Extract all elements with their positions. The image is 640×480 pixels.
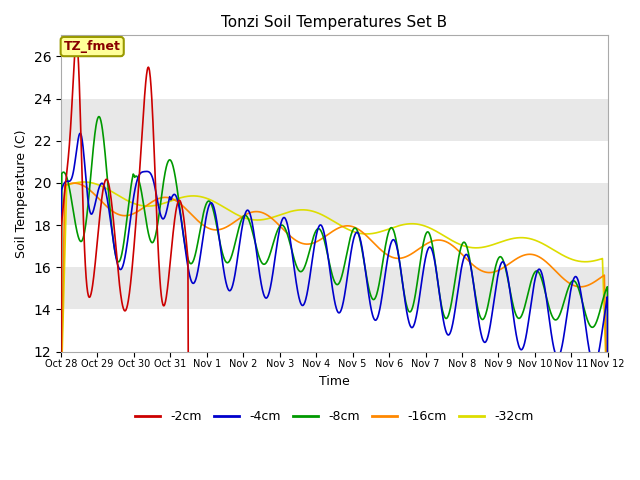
Title: Tonzi Soil Temperatures Set B: Tonzi Soil Temperatures Set B xyxy=(221,15,447,30)
Bar xyxy=(61,225,608,267)
Bar xyxy=(61,57,608,98)
X-axis label: Time: Time xyxy=(319,375,350,388)
Legend: -2cm, -4cm, -8cm, -16cm, -32cm: -2cm, -4cm, -8cm, -16cm, -32cm xyxy=(130,405,539,428)
Bar xyxy=(61,309,608,351)
Bar xyxy=(61,183,608,225)
Bar xyxy=(61,36,608,57)
Bar xyxy=(61,141,608,183)
Text: TZ_fmet: TZ_fmet xyxy=(64,40,120,53)
Bar xyxy=(61,98,608,141)
Bar xyxy=(61,267,608,309)
Y-axis label: Soil Temperature (C): Soil Temperature (C) xyxy=(15,129,28,258)
